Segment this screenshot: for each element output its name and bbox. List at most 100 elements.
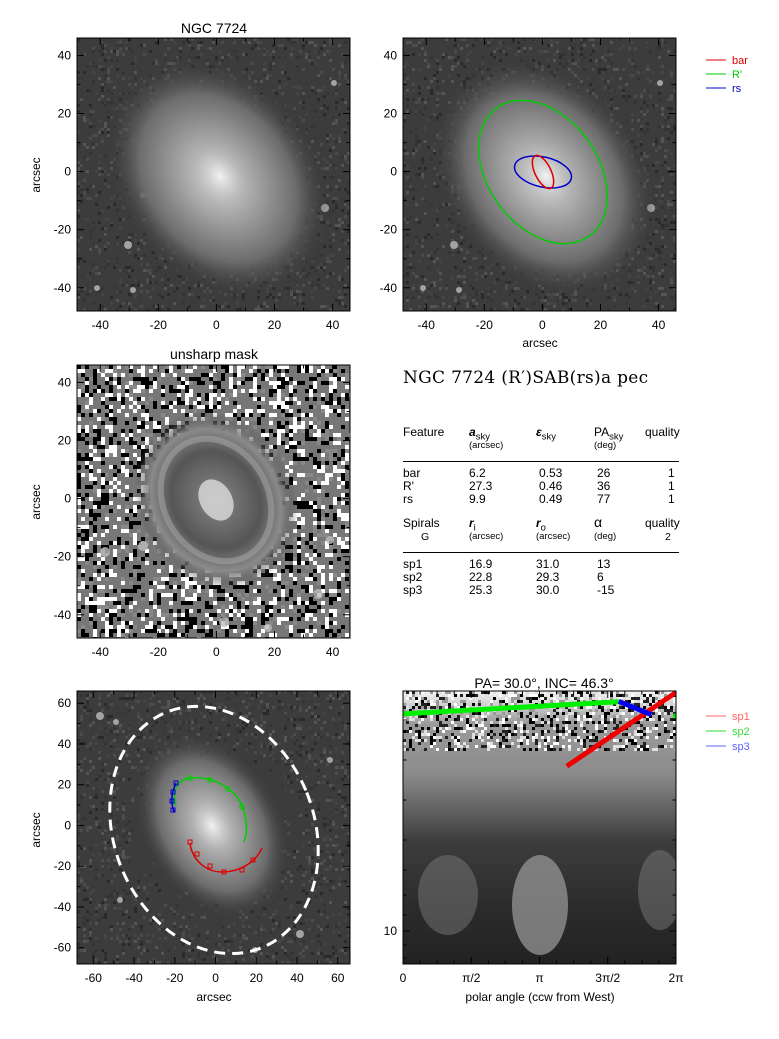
- x-tick-label: -60: [85, 971, 103, 985]
- panel-frame: [76, 37, 351, 312]
- polar-series-sp2: [403, 699, 619, 717]
- panel-title: unsharp mask: [170, 346, 259, 362]
- col-a-unit: (arcsec): [469, 440, 504, 451]
- col-ri-unit: (arcsec): [469, 531, 504, 542]
- bar-row-feature: rs: [403, 492, 413, 506]
- y-axis-label: arcsec: [29, 812, 43, 847]
- y-tick-label: -40: [54, 281, 72, 295]
- x-tick-label: 40: [652, 318, 666, 332]
- spiral-sp2-trace: [173, 777, 248, 843]
- y-tick-label: -40: [380, 281, 398, 295]
- x-tick-label: π: [535, 971, 543, 985]
- outer-deprojection-ellipse: [108, 704, 320, 956]
- legend-features: bar R' rs: [706, 55, 748, 95]
- col-pa-unit: (deg): [594, 440, 617, 451]
- table-rule: [403, 552, 679, 553]
- col-a-header: asky: [469, 425, 490, 443]
- y-tick-label: 0: [64, 165, 71, 179]
- y-tick-label: -40: [54, 608, 72, 622]
- bar-row-a: 27.3: [469, 479, 493, 493]
- panel-frame: [76, 364, 351, 639]
- polar-series-sp1: [565, 691, 676, 769]
- x-tick-label: -20: [150, 645, 168, 659]
- galaxy-core: [194, 148, 246, 204]
- axis-ticks: -60 -60 -40 -40 -20 -20 0 0 20 20 40 40 60 60: [54, 691, 350, 985]
- x-tick-label: 0: [539, 318, 546, 332]
- legend-ring-label: R': [732, 69, 742, 81]
- panel-frame: [402, 37, 677, 312]
- x-tick-label: 0: [400, 971, 407, 985]
- y-tick-label: 20: [384, 107, 398, 121]
- y-tick-label: 20: [58, 107, 72, 121]
- bar-row-pa: 36: [597, 479, 611, 493]
- legend-sp1-label: sp1: [732, 711, 750, 723]
- axis-ticks: -40 -40 -20 -20 0 0 20 20 40 40: [54, 365, 350, 659]
- spiral-row-ri: 16.9: [469, 557, 493, 571]
- y-tick-label: 10: [384, 924, 398, 938]
- x-axis-label: polar angle (ccw from West): [465, 990, 614, 1004]
- ellipse-ring-r: [477, 99, 609, 245]
- y-tick-label: 0: [390, 165, 397, 179]
- x-tick-label: 20: [594, 318, 608, 332]
- panel-title: PA= 30.0°, INC= 46.3°: [474, 675, 613, 691]
- y-tick-label: -20: [380, 223, 398, 237]
- x-tick-label: -40: [418, 318, 436, 332]
- col-pa-header: PAsky: [594, 425, 624, 443]
- axis-ticks: -40 -40 -20 -20 0 0 20 20 40 40: [54, 38, 350, 332]
- x-tick-label: 0: [213, 645, 220, 659]
- legend-spirals: sp1 sp2 sp3: [706, 711, 750, 753]
- spiral-row-ri: 22.8: [469, 570, 493, 584]
- table-title: NGC 7724 (R′)SAB(rs)a pec: [403, 368, 649, 388]
- y-tick-label: -20: [54, 550, 72, 564]
- ellipse-rs: [513, 155, 573, 189]
- bar-row-feature: R': [403, 479, 414, 493]
- panel-polar-projection: PA= 30.0°, INC= 46.3° 0 π/2 π 3π/2 2π 10 pola…: [384, 675, 750, 1004]
- spiral-row-ro: 30.0: [536, 583, 560, 597]
- panel-title: NGC 7724: [181, 20, 247, 36]
- col-alpha-header: α: [594, 514, 603, 530]
- bar-row-q: 1: [668, 466, 675, 480]
- y-axis-label: arcsec: [29, 157, 43, 192]
- y-tick-label: -40: [54, 900, 72, 914]
- y-tick-label: -20: [54, 223, 72, 237]
- ellipse-bar: [531, 154, 555, 190]
- col-ri-header: ri: [469, 516, 476, 534]
- galaxy-core: [198, 479, 234, 521]
- spiral-row-ro: 31.0: [536, 557, 560, 571]
- x-tick-label: 20: [250, 971, 264, 985]
- bar-row-e: 0.49: [539, 492, 563, 506]
- bar-row-a: 6.2: [469, 466, 486, 480]
- spiral-row-ro: 29.3: [536, 570, 560, 584]
- legend-sp2-label: sp2: [732, 726, 750, 738]
- galaxy-core: [191, 801, 233, 851]
- bar-row-q: 1: [668, 492, 675, 506]
- panel-unsharp-mask: unsharp mask -40 -40 -20 -20 0 0 20 20 40 40 arcs…: [29, 346, 351, 659]
- y-tick-label: 20: [58, 434, 72, 448]
- x-tick-label: -20: [150, 318, 168, 332]
- spiral-row-alpha: -15: [597, 583, 615, 597]
- x-tick-label: 60: [331, 971, 345, 985]
- col-spirals-header: Spirals: [403, 516, 440, 530]
- spiral-class: G: [421, 531, 430, 543]
- col-quality-header: quality: [645, 516, 680, 530]
- polar-axis-ticks: 0 π/2 π 3π/2 2π 10: [384, 691, 683, 985]
- bar-row-a: 9.9: [469, 492, 486, 506]
- col-quality-header: quality: [645, 425, 680, 439]
- spiral-row-alpha: 13: [597, 557, 611, 571]
- x-tick-label: 40: [326, 318, 340, 332]
- legend-rs-label: rs: [732, 83, 742, 95]
- x-tick-label: -20: [476, 318, 494, 332]
- y-tick-label: 40: [58, 737, 72, 751]
- y-tick-label: 0: [64, 492, 71, 506]
- spiral-row-name: sp1: [403, 557, 423, 571]
- y-tick-label: 0: [64, 818, 71, 832]
- spiral-row-ri: 25.3: [469, 583, 493, 597]
- col-ro-unit: (arcsec): [536, 531, 571, 542]
- col-e-header: εsky: [536, 425, 556, 443]
- bar-row-pa: 26: [597, 466, 611, 480]
- bar-row-e: 0.53: [539, 466, 563, 480]
- panel-galaxy-image: NGC 7724 -40 -40 -20 -20 0 0 20 20 40 40 arcsec: [29, 20, 351, 332]
- y-axis-label: arcsec: [29, 484, 43, 519]
